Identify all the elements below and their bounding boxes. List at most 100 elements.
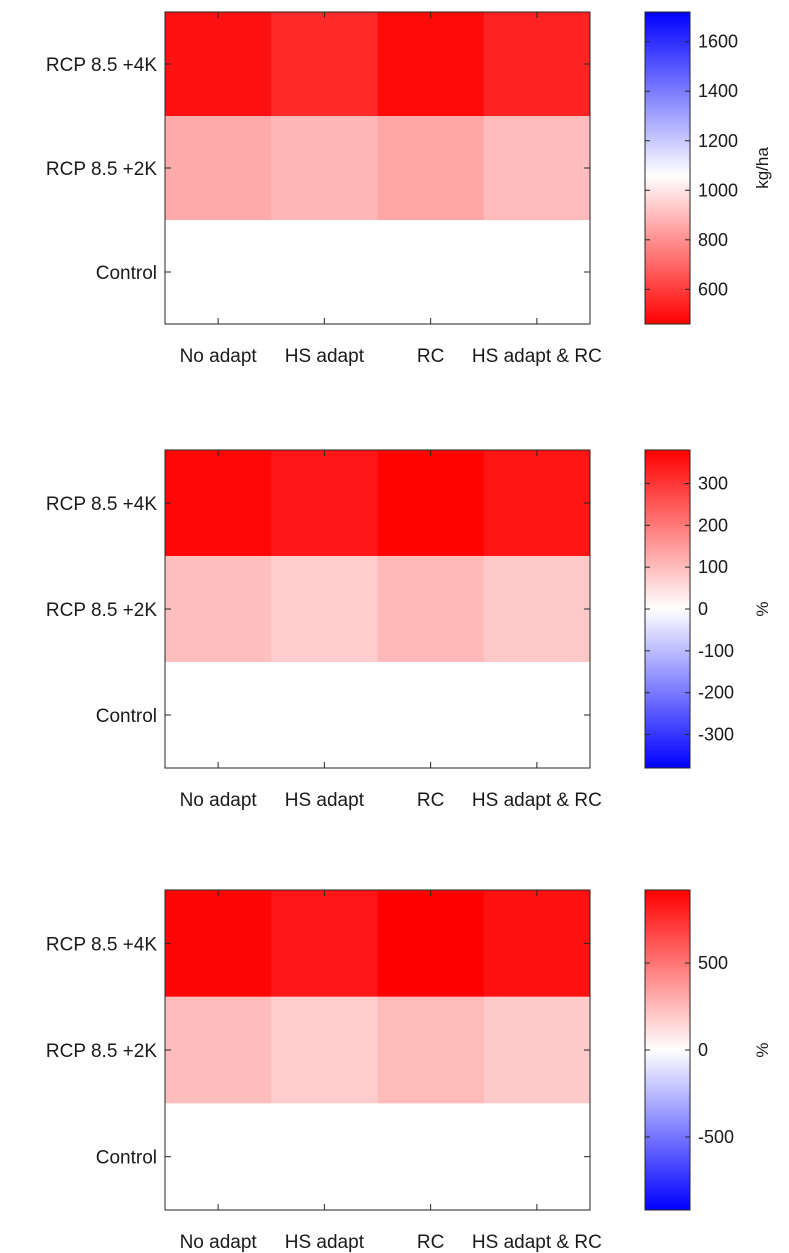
- heatmap-cell: [483, 12, 591, 117]
- x-tick-label: RC: [417, 790, 444, 811]
- y-tick-label: RCP 8.5 +4K: [46, 55, 157, 76]
- x-tick-label: HS adapt & RC: [472, 1232, 602, 1253]
- y-tick-label: RCP 8.5 +4K: [46, 494, 157, 515]
- colorbar-tick-label: 500: [698, 953, 728, 973]
- colorbar-frame: [644, 11, 691, 325]
- y-tick-labels: RCP 8.5 +4K RCP 8.5 +2K Control: [46, 55, 157, 284]
- heatmap-cells: [165, 12, 591, 325]
- y-tick-labels: RCP 8.5 +4K RCP 8.5 +2K Control: [46, 934, 157, 1168]
- colorbar-tick-label: 0: [698, 1040, 708, 1060]
- heatmap-cell: [271, 1103, 378, 1211]
- colorbar-gradient: [645, 450, 690, 768]
- heatmap-cell: [483, 1103, 591, 1211]
- y-tick-label: RCP 8.5 +4K: [46, 934, 157, 955]
- heatmap-cell: [165, 556, 272, 663]
- colorbar-tick-labels: -300 -200 -100 0 100 200 300: [698, 473, 734, 744]
- y-tick-label: Control: [96, 706, 157, 727]
- heatmap-cell: [483, 116, 591, 221]
- colorbar: -300 -200 -100 0 100 200 300 %: [644, 449, 772, 769]
- colorbar-tick-label: 300: [698, 473, 728, 493]
- colorbar-ticks: [645, 41, 690, 290]
- heatmap-cell: [271, 556, 378, 663]
- heatmap-cell: [377, 1103, 485, 1211]
- heatmap-cells: [165, 890, 591, 1211]
- colorbar-gradient: [645, 890, 690, 1210]
- heatmap-cell: [165, 220, 272, 325]
- colorbar-tick-label: -200: [698, 683, 734, 703]
- colorbar-tick-labels: 600 800 1000 1200 1400 1600: [698, 32, 738, 300]
- colorbar-tick-label: 1000: [698, 180, 738, 200]
- y-tick-label: Control: [96, 1148, 157, 1169]
- x-tick-label: No adapt: [180, 790, 258, 811]
- heatmap-cell: [165, 1103, 272, 1211]
- colorbar-tick-label: -300: [698, 725, 734, 745]
- x-tick-label: No adapt: [180, 346, 258, 367]
- colorbar-tick-label: 800: [698, 230, 728, 250]
- heatmap-panel-3: RCP 8.5 +4K RCP 8.5 +2K Control No adapt…: [46, 889, 772, 1253]
- x-tick-label: HS adapt & RC: [472, 346, 602, 367]
- heatmap-cell: [377, 220, 485, 325]
- heatmap-cell: [271, 450, 378, 557]
- x-tick-label: RC: [417, 346, 444, 367]
- heatmap-cell: [483, 556, 591, 663]
- axis-ticks: [165, 12, 590, 324]
- colorbar-tick-label: 600: [698, 279, 728, 299]
- axis-ticks: [165, 890, 590, 1210]
- x-tick-label: HS adapt: [285, 790, 365, 811]
- heatmap-cell: [377, 116, 485, 221]
- heatmap-cell: [165, 662, 272, 769]
- heatmap-cell: [483, 890, 591, 998]
- colorbar-tick-label: 0: [698, 599, 708, 619]
- colorbar-tick-label: -500: [698, 1127, 734, 1147]
- heatmap-cell: [377, 996, 485, 1104]
- axis-ticks: [165, 450, 590, 768]
- colorbar-ticks: [645, 962, 690, 1138]
- heatmap-panel-1: RCP 8.5 +4K RCP 8.5 +2K Control No adapt…: [46, 11, 772, 367]
- colorbar-tick-label: -100: [698, 641, 734, 661]
- colorbar-tick-label: 100: [698, 557, 728, 577]
- heatmap-cell: [483, 220, 591, 325]
- y-tick-label: Control: [96, 263, 157, 284]
- heatmap-cell: [271, 996, 378, 1104]
- colorbar-tick-label: 200: [698, 515, 728, 535]
- y-tick-labels: RCP 8.5 +4K RCP 8.5 +2K Control: [46, 494, 157, 727]
- colorbar-tick-labels: -500 0 500: [698, 953, 734, 1147]
- heatmap-cells: [165, 450, 591, 769]
- x-tick-label: No adapt: [180, 1232, 258, 1253]
- x-tick-labels: No adapt HS adapt RC HS adapt & RC: [180, 790, 602, 811]
- heatmap-cell: [483, 662, 591, 769]
- colorbar-label: kg/ha: [753, 147, 772, 189]
- heatmap-cell: [165, 996, 272, 1104]
- heatmap-cell: [271, 662, 378, 769]
- x-tick-label: HS adapt: [285, 1232, 365, 1253]
- colorbar-tick-label: 1600: [698, 32, 738, 52]
- y-tick-label: RCP 8.5 +2K: [46, 159, 157, 180]
- heatmap-cell: [165, 450, 272, 557]
- colorbar: -500 0 500 %: [644, 889, 772, 1211]
- heatmap-cell: [377, 556, 485, 663]
- heatmap-cell: [483, 450, 591, 557]
- heatmap-cell: [377, 890, 485, 998]
- x-tick-label: HS adapt: [285, 346, 365, 367]
- colorbar-ticks: [645, 482, 690, 736]
- heatmap-cell: [165, 116, 272, 221]
- x-tick-labels: No adapt HS adapt RC HS adapt & RC: [180, 1232, 602, 1253]
- heatmap-cell: [483, 996, 591, 1104]
- heatmap-cell: [271, 116, 378, 221]
- x-tick-label: HS adapt & RC: [472, 790, 602, 811]
- heatmap-cell: [271, 12, 378, 117]
- heatmap-cell: [165, 12, 272, 117]
- colorbar-label: %: [753, 601, 772, 616]
- colorbar-tick-label: 1200: [698, 131, 738, 151]
- heatmap-cell: [165, 890, 272, 998]
- x-tick-labels: No adapt HS adapt RC HS adapt & RC: [180, 346, 602, 367]
- heatmap-cell: [271, 220, 378, 325]
- x-tick-label: RC: [417, 1232, 444, 1253]
- heatmap-cell: [271, 890, 378, 998]
- colorbar-label: %: [753, 1042, 772, 1057]
- heatmap-panel-2: RCP 8.5 +4K RCP 8.5 +2K Control No adapt…: [46, 449, 772, 811]
- heatmap-cell: [377, 12, 485, 117]
- colorbar: 600 800 1000 1200 1400 1600 kg/ha: [644, 11, 772, 325]
- heatmap-cell: [377, 662, 485, 769]
